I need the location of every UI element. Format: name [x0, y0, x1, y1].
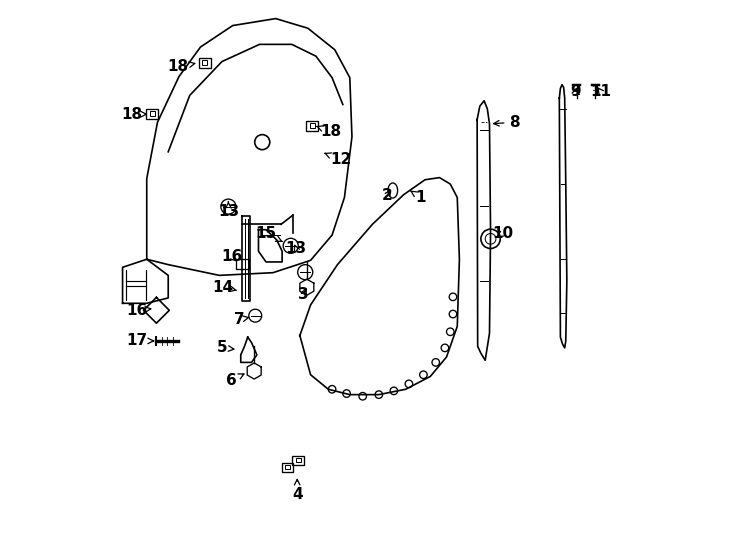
Text: 2: 2 — [382, 188, 392, 204]
Bar — [150, 111, 155, 116]
Bar — [310, 123, 315, 128]
Text: 13: 13 — [286, 241, 307, 256]
Text: 12: 12 — [325, 152, 352, 167]
Text: 8: 8 — [494, 115, 520, 130]
Text: 9: 9 — [570, 84, 581, 99]
Bar — [202, 60, 208, 65]
Text: 3: 3 — [298, 287, 309, 302]
Text: 18: 18 — [167, 59, 195, 75]
Bar — [282, 463, 294, 472]
Text: 15: 15 — [255, 226, 282, 241]
Text: 17: 17 — [126, 333, 153, 348]
Text: 16: 16 — [126, 303, 151, 318]
Bar — [202, 60, 208, 65]
Text: 13: 13 — [218, 201, 239, 219]
Bar — [306, 122, 318, 131]
Bar — [285, 465, 290, 469]
Bar — [236, 259, 249, 269]
Bar — [296, 458, 301, 462]
Text: 10: 10 — [492, 226, 513, 241]
Text: 18: 18 — [317, 124, 341, 139]
Bar — [285, 465, 290, 469]
Text: 6: 6 — [226, 373, 244, 388]
Bar — [146, 110, 158, 119]
Text: 11: 11 — [590, 84, 611, 99]
Text: 14: 14 — [212, 280, 236, 295]
Bar — [150, 111, 155, 116]
Text: 16: 16 — [221, 249, 242, 264]
Text: 4: 4 — [292, 480, 302, 502]
Text: 18: 18 — [121, 107, 146, 122]
Text: 7: 7 — [234, 312, 249, 327]
Text: 5: 5 — [217, 340, 234, 355]
Bar — [310, 123, 315, 128]
Bar — [292, 456, 304, 465]
Bar — [199, 58, 211, 68]
Bar — [296, 458, 301, 462]
Text: 1: 1 — [410, 190, 426, 205]
